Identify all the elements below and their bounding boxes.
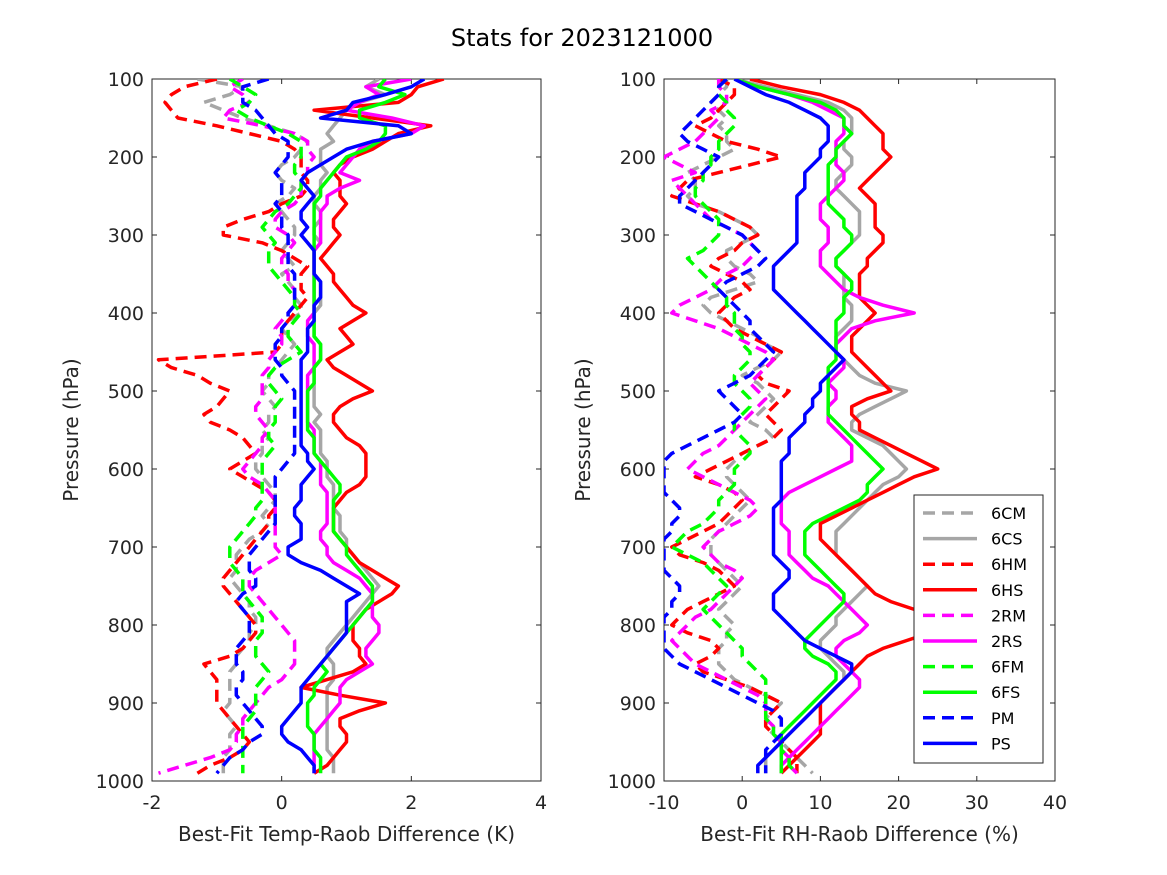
series-line-6cm bbox=[685, 79, 814, 775]
x-tick-label: 20 bbox=[887, 792, 911, 814]
x-axis-label: Best-Fit Temp-Raob Difference (K) bbox=[178, 822, 515, 846]
y-tick-label: 200 bbox=[620, 147, 656, 169]
y-axis-label: Pressure (hPa) bbox=[59, 358, 83, 501]
y-tick-label: 800 bbox=[620, 615, 656, 637]
y-tick-label: 400 bbox=[620, 303, 656, 325]
series-line-6hs bbox=[299, 79, 445, 775]
y-tick-label: 100 bbox=[620, 69, 656, 91]
series-group bbox=[156, 79, 445, 775]
y-tick-label: 1000 bbox=[96, 771, 144, 793]
x-tick-label: 0 bbox=[736, 792, 748, 814]
legend-label-6hs: 6HS bbox=[991, 581, 1023, 600]
y-tick-label: 700 bbox=[108, 537, 144, 559]
series-line-ps bbox=[733, 79, 854, 774]
plot-area-frame bbox=[151, 78, 542, 782]
y-tick-label: 900 bbox=[108, 693, 144, 715]
series-line-6cs bbox=[733, 79, 909, 774]
y-tick-label: 200 bbox=[108, 147, 144, 169]
y-tick-label: 300 bbox=[108, 225, 144, 247]
legend-label-pm: PM bbox=[991, 709, 1014, 728]
x-tick-label: 2 bbox=[405, 792, 417, 814]
legend-label-6cs: 6CS bbox=[991, 530, 1023, 549]
series-line-6fs bbox=[733, 79, 885, 774]
series-line-6fm bbox=[228, 79, 303, 774]
series-line-ps bbox=[279, 79, 426, 774]
y-tick-label: 300 bbox=[620, 225, 656, 247]
y-tick-label: 500 bbox=[108, 381, 144, 403]
series-group bbox=[664, 79, 956, 775]
legend: 6CM 6CS 6HM 6HS 2RM 2RS 6FM 6FS PM PS bbox=[913, 494, 1044, 764]
y-tick-label: 500 bbox=[620, 381, 656, 403]
x-tick-label: -2 bbox=[143, 792, 162, 814]
x-tick-label: 40 bbox=[1043, 792, 1067, 814]
y-tick-label: 100 bbox=[108, 69, 144, 91]
legend-label-6fs: 6FS bbox=[991, 683, 1020, 702]
series-line-6hm bbox=[670, 79, 799, 774]
y-tick-label: 600 bbox=[108, 459, 144, 481]
rh-difference-panel: -10 0 10 20 30 40 100 200 300 400 500 600 700 800 900 1… bbox=[571, 69, 1067, 846]
series-line-2rm bbox=[157, 79, 316, 775]
legend-label-ps: PS bbox=[991, 734, 1011, 753]
legend-label-6fm: 6FM bbox=[991, 658, 1024, 677]
series-line-pm bbox=[215, 79, 297, 775]
series-line-2rs bbox=[305, 79, 427, 774]
series-line-2rm bbox=[664, 79, 799, 775]
y-tick-label: 800 bbox=[108, 615, 144, 637]
series-line-6hs bbox=[749, 79, 956, 775]
y-axis-label: Pressure (hPa) bbox=[571, 358, 595, 501]
legend-label-6cm: 6CM bbox=[991, 504, 1026, 523]
x-tick-label: 4 bbox=[535, 792, 547, 814]
y-tick-label: 700 bbox=[620, 537, 656, 559]
y-tick-label: 600 bbox=[620, 459, 656, 481]
y-tick-label: 1000 bbox=[608, 771, 656, 793]
x-axis-label: Best-Fit RH-Raob Difference (%) bbox=[700, 822, 1019, 846]
x-tick-label: -10 bbox=[648, 792, 679, 814]
legend-box bbox=[913, 494, 1044, 764]
x-tick-label: 30 bbox=[965, 792, 989, 814]
y-tick-label: 400 bbox=[108, 303, 144, 325]
plot-area-frame bbox=[663, 78, 1056, 782]
figure-title: Stats for 2023121000 bbox=[451, 24, 713, 52]
series-line-pm bbox=[664, 79, 784, 774]
legend-label-2rs: 2RS bbox=[991, 632, 1022, 651]
x-tick-label: 0 bbox=[276, 792, 288, 814]
legend-label-2rm: 2RM bbox=[991, 606, 1026, 625]
legend-label-6hm: 6HM bbox=[991, 555, 1027, 574]
series-line-6fm bbox=[670, 79, 799, 775]
y-tick-label: 900 bbox=[620, 693, 656, 715]
temp-difference-panel: -2 0 2 4 100 200 300 400 500 600 700 800 900 1000 Best… bbox=[59, 69, 547, 846]
x-tick-label: 10 bbox=[808, 792, 832, 814]
